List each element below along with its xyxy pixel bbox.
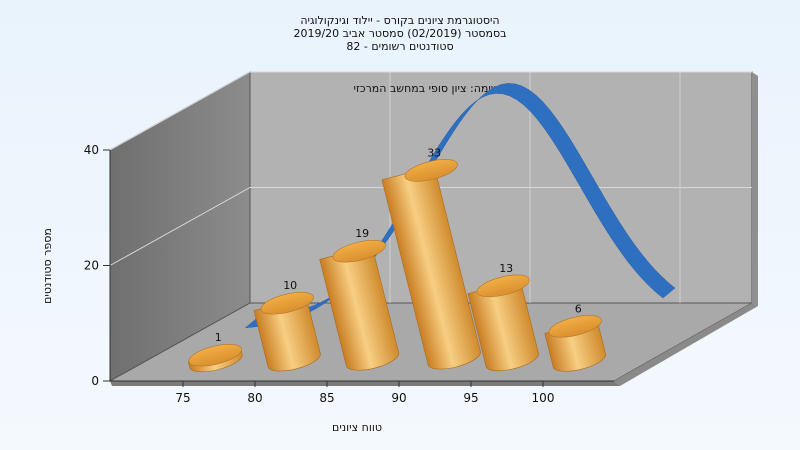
chart-title-line-2: בסמסטר (02/2019) סמסטר אביב 2019/20 (293, 27, 506, 40)
bar-top (332, 240, 386, 263)
data-label: 19 (355, 227, 369, 240)
bar-top (260, 292, 314, 315)
y-tick-label: 40 (84, 143, 99, 157)
bars: 1 10 19 33 13 6 (187, 146, 606, 373)
bar-top (404, 159, 458, 182)
bar: 13 (467, 262, 539, 372)
normal-curve (244, 83, 676, 329)
gridline (109, 71, 752, 151)
bar-body (467, 280, 539, 372)
floor-edge-right (614, 303, 758, 386)
bar-body (381, 166, 481, 370)
back-wall-edge (752, 72, 758, 306)
y-axis-label: מספר סטודנטים (41, 228, 54, 304)
bar: 19 (319, 227, 399, 371)
bar-top (548, 315, 602, 338)
x-axis-label: טווח ציונים (332, 421, 382, 434)
data-label: 6 (575, 302, 582, 315)
chart-title-line-1: היסטוגרמת ציונים בקורס - יילוד וגינקולוג… (300, 14, 499, 27)
chart-subtitle: במשימה: ציון סופי במחשב המרכזי (353, 82, 512, 95)
x-tick-label: 95 (463, 391, 478, 405)
floor-edge-front (110, 381, 620, 386)
chart-title-line-3: סטודנטים רשומים - 82 (346, 40, 453, 53)
data-label: 1 (215, 331, 222, 344)
data-label: 10 (283, 279, 297, 292)
bar: 33 (381, 146, 481, 370)
bar-body (319, 245, 399, 371)
bar: 6 (544, 302, 606, 372)
x-tick-label: 90 (391, 391, 406, 405)
x-tick-label: 85 (319, 391, 334, 405)
x-tick-label: 75 (175, 391, 190, 405)
bar-top (476, 274, 530, 298)
x-tick-label: 100 (532, 391, 555, 405)
data-label: 33 (427, 146, 441, 159)
y-tick-label: 20 (84, 259, 99, 273)
y-ticks: 0 20 40 (84, 143, 110, 388)
data-label: 13 (499, 262, 513, 275)
bar: 10 (253, 279, 321, 372)
bar-top (188, 343, 242, 367)
x-ticks: 75 80 85 90 95 100 (175, 381, 554, 405)
x-tick-label: 80 (247, 391, 262, 405)
y-tick-label: 0 (91, 374, 99, 388)
bar-body (253, 297, 321, 372)
bar: 1 (187, 331, 243, 373)
